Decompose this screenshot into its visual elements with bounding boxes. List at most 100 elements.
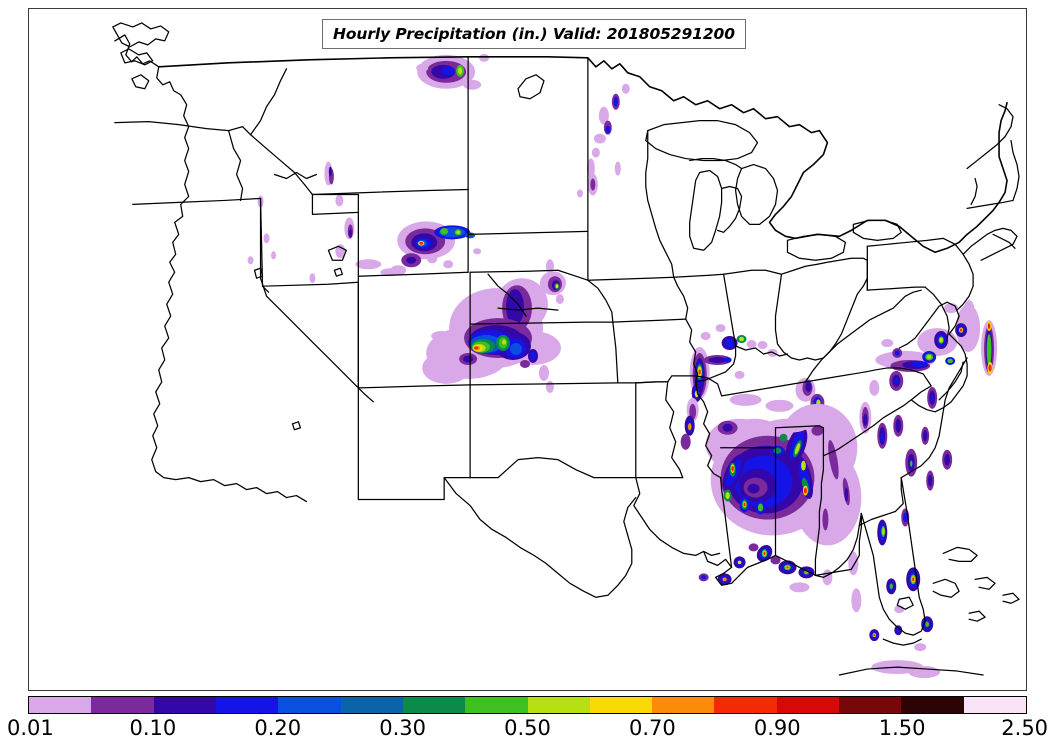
border-ks-mo	[612, 321, 619, 384]
colorbar-segment-6[interactable]	[402, 697, 466, 713]
map-canvas[interactable]	[29, 9, 1026, 690]
colorbar-tick-0-30: 0.30	[379, 716, 427, 740]
colorbar-segment-0[interactable]	[29, 697, 92, 713]
colorbar-segment-9[interactable]	[589, 697, 653, 713]
lake-salton	[291, 421, 302, 431]
lake-winnipeg-hint	[517, 74, 545, 100]
precip-carolina-cells	[859, 370, 953, 491]
border-fl-ga-north	[858, 477, 904, 527]
colorbar-segments[interactable]	[29, 697, 1026, 713]
border-wi-mi	[722, 269, 783, 275]
river-snake	[273, 171, 318, 180]
precip-mid-atlantic-cells	[875, 300, 998, 376]
border-al-ga-tn	[774, 425, 825, 429]
border-va-md-coast	[898, 301, 960, 349]
colorbar-tick-0-01: 0.01	[6, 716, 54, 740]
precip-montana-cell	[416, 53, 490, 90]
border-ok-tx	[469, 457, 637, 479]
coast-newjersey	[956, 253, 974, 311]
colorbar-segment-7[interactable]	[465, 697, 528, 713]
border-tn-ky	[667, 375, 723, 397]
border-wy-co-south	[357, 271, 469, 277]
border-co-nm	[357, 384, 471, 389]
border-ks-ok	[469, 382, 619, 386]
lake-okeechobee	[896, 596, 914, 610]
border-va-wv-md	[836, 289, 922, 345]
border-canada-minnesota	[587, 57, 821, 134]
colorbar-segment-10[interactable]	[652, 697, 715, 713]
border-mt-wy	[311, 188, 469, 196]
coast-capecod	[992, 233, 1016, 249]
colorbar-tick-0-10: 0.10	[129, 716, 177, 740]
coast-florida-west	[860, 477, 926, 636]
colorbar-tick-labels: 0.01 0.10 0.20 0.30 0.50 0.70 0.90 1.50 2.50	[0, 716, 1054, 745]
coast-bc	[112, 22, 170, 48]
peninsula-michigan-upper	[689, 157, 743, 170]
colorbar-tick-2-50: 2.50	[1001, 716, 1049, 740]
island-bahamas-5	[968, 610, 986, 622]
colorbar-tick-0-50: 0.50	[504, 716, 551, 740]
peninsula-michigan	[716, 185, 743, 233]
border-mo-il	[685, 318, 699, 383]
border-tx-mexico	[443, 477, 637, 598]
colorbar-segment-15[interactable]	[963, 697, 1026, 713]
border-in-oh	[774, 273, 785, 353]
river-missouri-nd	[487, 273, 527, 317]
coast-carolina	[910, 333, 968, 413]
colorbar-segment-5[interactable]	[340, 697, 403, 713]
colorbar-segment-2[interactable]	[153, 697, 216, 713]
border-maine	[966, 104, 1014, 170]
colorbar-segment-8[interactable]	[527, 697, 590, 713]
border-oh-wv	[828, 277, 868, 353]
border-mo-ar-east	[695, 381, 709, 413]
border-or-ca-nv	[132, 197, 262, 206]
colorbar-segment-1[interactable]	[91, 697, 154, 713]
colorbar-segment-12[interactable]	[776, 697, 840, 713]
border-ms-ar-river	[703, 411, 722, 479]
coast-newengland	[962, 227, 1018, 261]
colorbar-segment-11[interactable]	[714, 697, 777, 713]
map-title-box: Hourly Precipitation (in.) Valid: 201805…	[322, 19, 746, 49]
border-az-nv-ut	[261, 285, 270, 293]
lake-superior	[645, 120, 759, 162]
lake-michigan	[689, 169, 723, 251]
island-bahamas-4	[1002, 592, 1020, 604]
border-greatlakes-canada	[768, 101, 1008, 254]
map-title-text: Hourly Precipitation (in.) Valid: 201805…	[333, 25, 735, 43]
lake-tahoe	[253, 267, 264, 279]
border-oh-pa-wv	[816, 257, 868, 291]
colorbar-tick-0-20: 0.20	[254, 716, 302, 740]
border-canada-49n	[157, 56, 589, 68]
border-ar-ms-east	[665, 381, 684, 479]
border-ne-ia-east	[587, 279, 614, 323]
border-nd-sd	[467, 230, 589, 235]
island-florida-keys	[882, 638, 922, 646]
coast-pacific	[114, 34, 308, 503]
coast-maine	[1010, 139, 1020, 202]
border-nm-south	[357, 477, 471, 501]
coast-delmarva	[924, 286, 950, 339]
border-il-ky	[695, 345, 737, 383]
precipitation-map-panel[interactable]	[28, 8, 1027, 691]
border-ne-ks	[469, 321, 614, 325]
island-bahamas-2	[932, 578, 960, 598]
colorbar-segment-4[interactable]	[278, 697, 341, 713]
colorbar-segment-13[interactable]	[839, 697, 902, 713]
coast-texas-gulf	[633, 477, 721, 557]
coast-florida-east	[900, 357, 968, 479]
border-wi-il	[673, 273, 725, 278]
border-nc-va-tn	[720, 371, 866, 397]
island-bahamas-3	[974, 576, 996, 590]
border-la-ms	[719, 477, 733, 568]
colorbar-tick-1-50: 1.50	[878, 716, 926, 740]
border-sc-nc	[864, 367, 932, 401]
island-bahamas-1	[942, 546, 978, 563]
colorbar-segment-14[interactable]	[901, 697, 964, 713]
border-ca-nv-diagonal	[259, 197, 374, 403]
coast-outer-banks	[938, 361, 964, 401]
island-vancouver	[120, 48, 154, 66]
colorbar-segment-3[interactable]	[215, 697, 279, 713]
border-ga-sc	[822, 399, 912, 457]
precip-minnesota-cells	[576, 83, 630, 198]
